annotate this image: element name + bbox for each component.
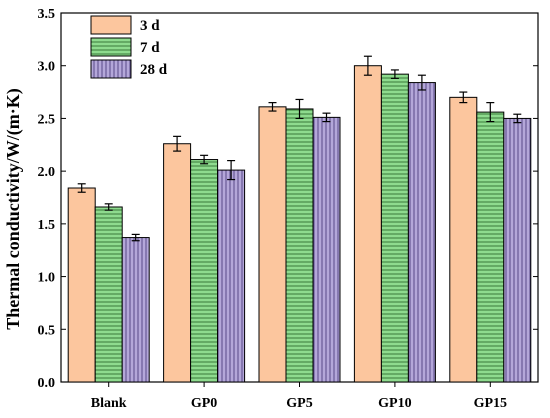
bar-gp10-7d: [380, 73, 409, 383]
bar-gp5-3d: [258, 106, 287, 383]
legend-swatch-28d: [90, 59, 132, 79]
x-tick-label-4: GP15: [474, 396, 507, 411]
bar-blank-3d: [67, 187, 96, 383]
bar-blank-7d: [94, 206, 123, 383]
bar-gp15-3d: [449, 96, 478, 383]
y-tick-label-0: 0.0: [38, 376, 56, 391]
bar-gp0-28d: [217, 169, 246, 383]
y-axis-title: Thermal conductivity/W/(m·K): [3, 88, 24, 329]
x-tick-label-3: GP10: [378, 396, 411, 411]
legend-swatch-7d: [90, 37, 132, 57]
bar-gp0-3d: [163, 143, 192, 383]
bar-gp10-28d: [407, 82, 436, 383]
legend-swatch-3d: [90, 15, 132, 35]
y-tick-label-4: 2.0: [38, 165, 56, 180]
bar-gp15-7d: [476, 111, 505, 383]
y-tick-label-7: 3.5: [38, 7, 56, 22]
x-tick-label-1: GP0: [191, 396, 217, 411]
y-tick-label-2: 1.0: [38, 271, 56, 286]
y-tick-label-1: 0.5: [38, 323, 56, 338]
x-tick-label-2: GP5: [286, 396, 312, 411]
bar-gp15-28d: [503, 117, 532, 383]
x-tick-label-0: Blank: [91, 396, 127, 411]
bar-gp10-3d: [353, 65, 382, 383]
bar-gp5-28d: [312, 116, 341, 383]
legend-label-3d: 3 d: [140, 18, 160, 34]
bar-gp5-7d: [285, 108, 314, 383]
y-tick-label-3: 1.5: [38, 218, 56, 233]
bar-gp0-7d: [190, 159, 219, 383]
y-tick-label-6: 3.0: [38, 60, 56, 75]
y-tick-label-5: 2.5: [38, 112, 56, 127]
legend-label-7d: 7 d: [140, 40, 160, 56]
bar-blank-28d: [121, 237, 150, 383]
legend-label-28d: 28 d: [140, 62, 168, 78]
